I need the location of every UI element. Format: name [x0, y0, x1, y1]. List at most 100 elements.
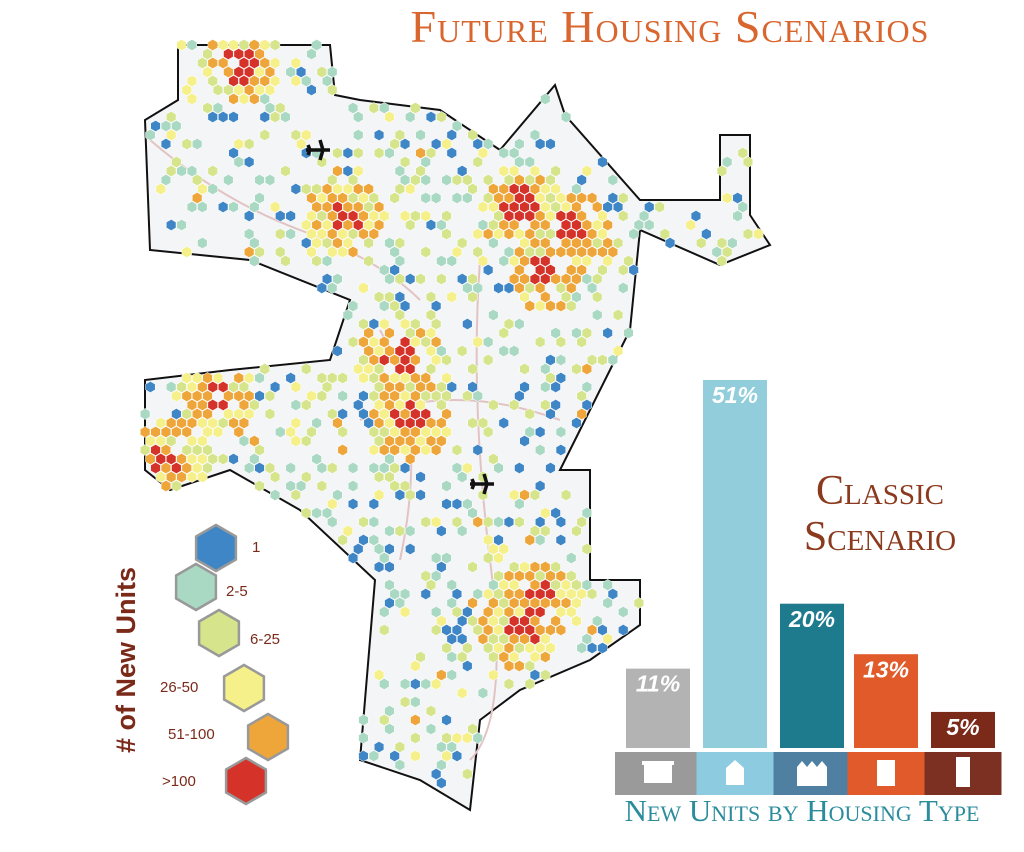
hex-cell — [384, 111, 395, 123]
hex-cell — [238, 381, 250, 393]
hex-cell — [436, 273, 447, 285]
hex-cell — [545, 246, 556, 258]
hex-cell — [259, 363, 270, 375]
hex-cell — [207, 39, 218, 51]
hex-cell — [223, 390, 234, 402]
legend-label: 26-50 — [160, 679, 198, 696]
hex-cell — [716, 165, 728, 177]
hex-cell — [238, 399, 250, 411]
hex-cell — [462, 390, 473, 402]
legend-label: 51-100 — [168, 726, 215, 743]
hex-cell — [207, 57, 218, 69]
hex-cell — [405, 417, 416, 429]
hex-cell — [581, 507, 592, 519]
hex-cell — [420, 192, 431, 204]
hex-cell — [394, 255, 405, 267]
hex-cell — [457, 345, 468, 357]
hex-cell — [415, 435, 426, 447]
hex-cell — [347, 192, 359, 204]
hex-cell — [545, 408, 556, 420]
hex-cell — [581, 543, 592, 555]
hex-cell — [155, 183, 166, 195]
hex-cell — [654, 201, 665, 213]
hex-cell — [316, 372, 327, 384]
hex-cell — [586, 282, 598, 294]
hex-cell — [514, 138, 525, 150]
hex-cell — [477, 201, 489, 213]
bar — [703, 380, 767, 748]
hex-cell — [410, 336, 421, 348]
hex-cell — [399, 678, 411, 690]
hex-cell — [425, 705, 437, 717]
hex-cell — [327, 282, 338, 294]
hex-cell — [399, 156, 411, 168]
hex-cell — [228, 111, 239, 123]
hex-cell — [228, 75, 239, 87]
hex-cell — [379, 372, 390, 384]
hex-cell — [290, 57, 301, 69]
hex-cell — [415, 399, 426, 411]
hex-cell — [509, 165, 520, 177]
hex-cell — [394, 309, 405, 321]
hex-cell — [441, 642, 452, 654]
hex-cell — [560, 291, 572, 303]
hex-cell — [347, 228, 359, 240]
hex-cell — [166, 111, 177, 123]
hex-cell — [425, 111, 437, 123]
hex-cell — [202, 444, 213, 456]
hex-cell — [197, 471, 208, 483]
hex-cell — [244, 228, 255, 240]
legend-title: # of New Units — [111, 567, 141, 753]
hex-cell — [249, 75, 260, 87]
hex-cell — [576, 246, 587, 258]
hex-cell — [379, 426, 390, 438]
hex-cell — [316, 282, 327, 294]
hex-cell — [373, 741, 385, 753]
hex-cell — [160, 138, 172, 150]
hex-cell — [337, 372, 348, 384]
hex-cell — [197, 417, 208, 429]
hex-cell — [368, 426, 379, 438]
hex-cell — [394, 525, 405, 537]
hex-cell — [524, 660, 535, 672]
hex-cell — [233, 66, 244, 78]
hex-cell — [451, 498, 463, 510]
hex-cell — [358, 210, 369, 222]
hex-cell — [503, 228, 515, 240]
bar — [931, 711, 995, 748]
hex-cell — [529, 183, 541, 195]
hex-cell — [488, 453, 499, 465]
housing-icon — [726, 760, 744, 785]
hex-cell — [545, 138, 556, 150]
hex-cell — [514, 588, 525, 600]
hex-cell — [519, 183, 530, 195]
hex-cell — [519, 273, 530, 285]
hex-cell — [405, 345, 416, 357]
hex-cell — [254, 66, 265, 78]
hex-cell — [519, 597, 530, 609]
hex-cell — [420, 390, 431, 402]
hex-cell — [540, 579, 551, 591]
hex-cell — [290, 417, 301, 429]
hex-cell — [498, 633, 509, 645]
hex-cell — [462, 732, 473, 744]
map-outline — [143, 44, 772, 812]
hex-cell — [425, 435, 437, 447]
hex-cell — [441, 372, 452, 384]
hex-cell — [519, 561, 530, 573]
hex-cell — [509, 399, 520, 411]
hex-cell — [373, 363, 385, 375]
hex-cell — [186, 93, 198, 105]
legend-swatch — [174, 562, 218, 612]
hex-cell — [321, 75, 333, 87]
hex-cell — [166, 471, 177, 483]
hex-cell — [353, 399, 364, 411]
hex-cell — [176, 471, 187, 483]
hex-cell — [477, 219, 489, 231]
hex-cell — [571, 327, 582, 339]
hex-cell — [181, 246, 192, 258]
hex-cell — [342, 147, 353, 159]
hex-cell — [192, 192, 203, 204]
hex-cell — [218, 201, 229, 213]
hex-cell — [472, 156, 483, 168]
